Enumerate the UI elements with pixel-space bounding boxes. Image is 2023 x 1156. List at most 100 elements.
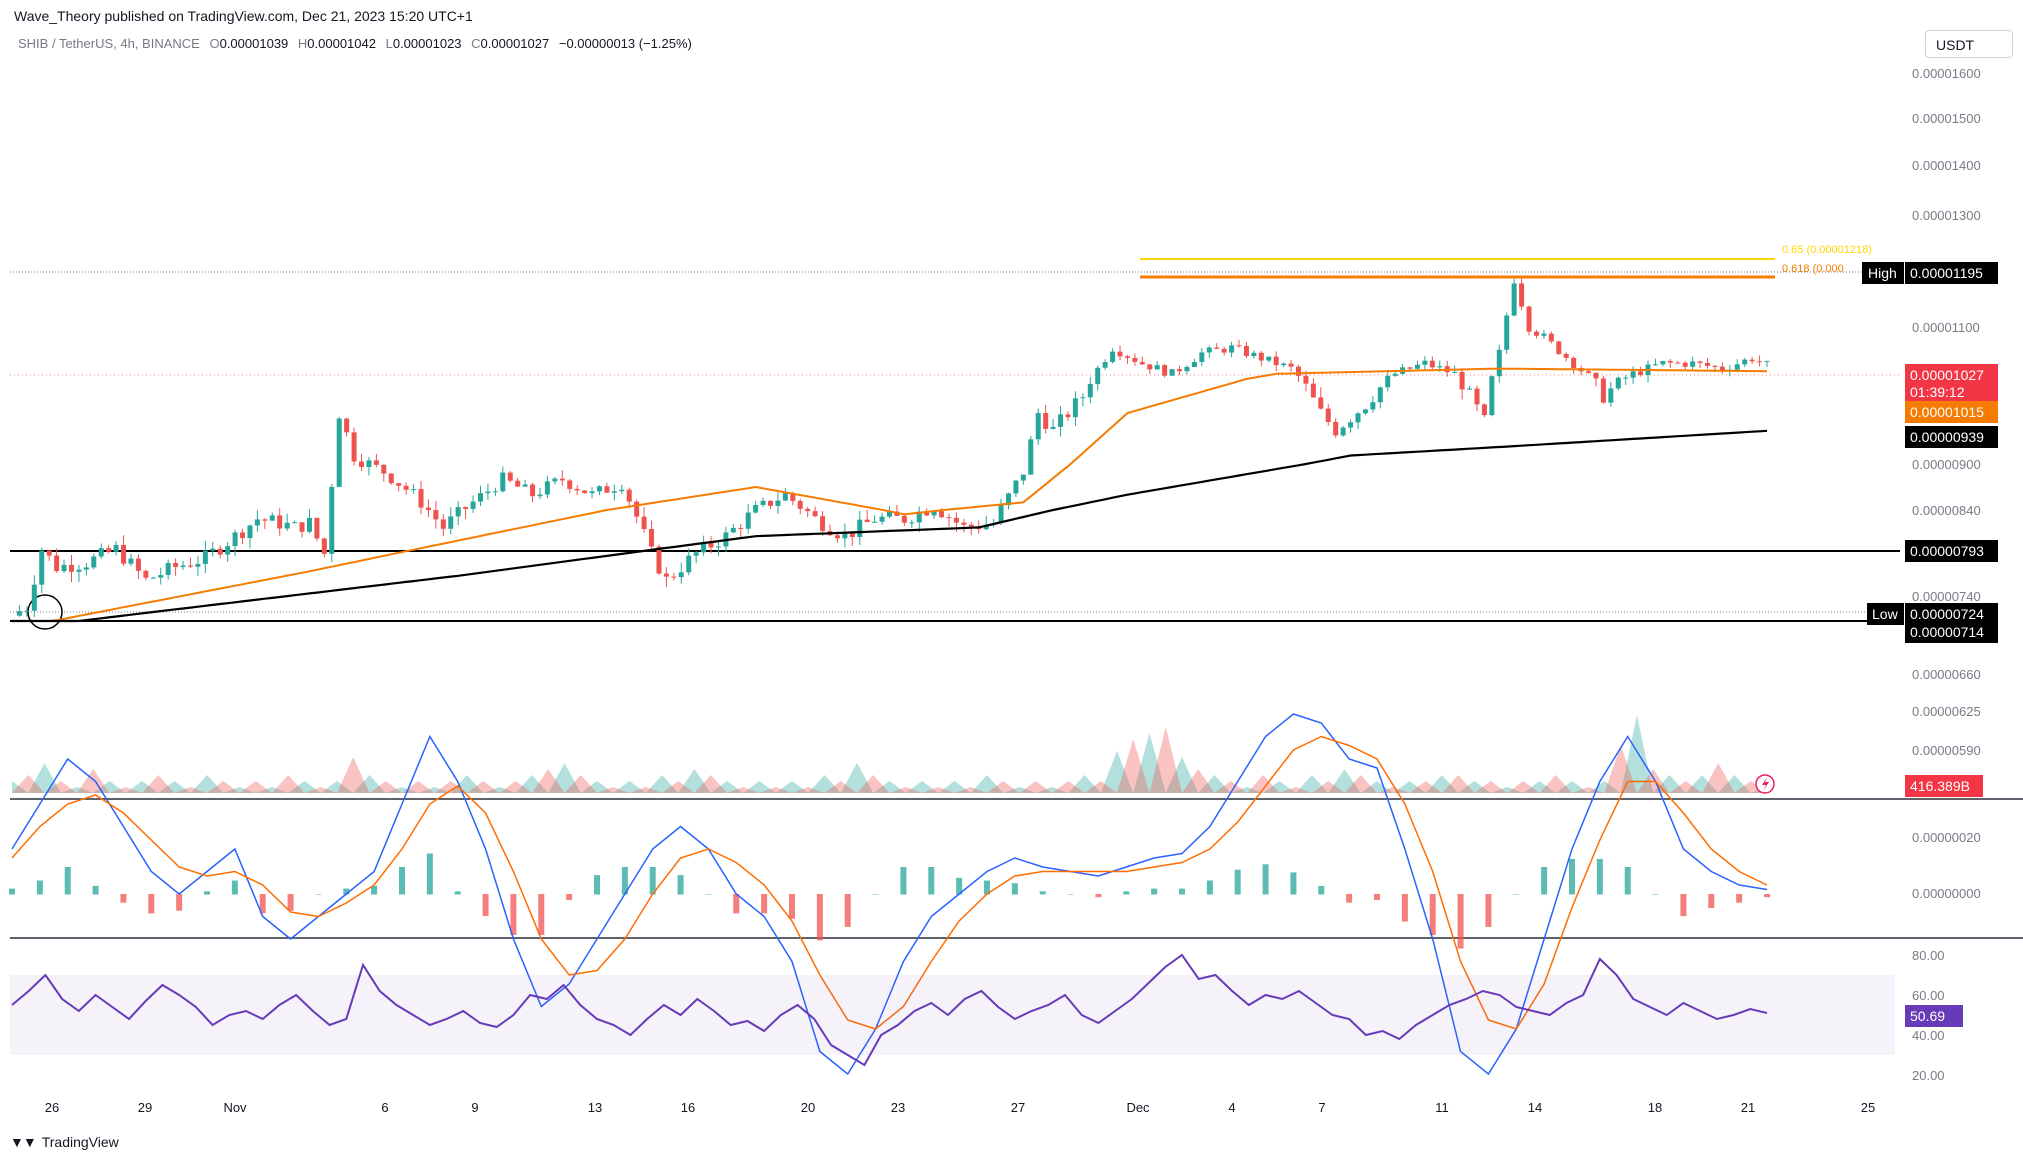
candle-body bbox=[1377, 387, 1383, 403]
candle-body bbox=[678, 572, 684, 578]
macd-histogram-bar bbox=[1039, 891, 1046, 895]
candle-body bbox=[321, 538, 327, 554]
candle-body bbox=[1333, 421, 1339, 436]
candle-body bbox=[507, 472, 513, 481]
candle-body bbox=[1318, 397, 1324, 409]
candle-body bbox=[641, 516, 647, 530]
macd-histogram-bar bbox=[1541, 867, 1548, 895]
candle-body bbox=[314, 517, 320, 539]
candle-body bbox=[1630, 371, 1636, 378]
candle-body bbox=[1392, 373, 1398, 376]
candle-body bbox=[1682, 362, 1688, 367]
rsi-y-tick: 20.00 bbox=[1912, 1068, 1945, 1083]
candle-body bbox=[931, 511, 937, 516]
candle-body bbox=[715, 546, 721, 548]
fib-65-label: 0.65 (0.00001218) bbox=[1782, 244, 1872, 256]
macd-histogram-bar bbox=[1011, 883, 1018, 895]
macd-histogram-bar bbox=[900, 867, 907, 895]
current-price-tag-bg bbox=[1905, 364, 1998, 402]
candle-body bbox=[61, 564, 67, 572]
candle-body bbox=[1273, 356, 1279, 366]
candle-body bbox=[135, 558, 141, 571]
macd-histogram-bar bbox=[733, 894, 740, 914]
x-tick-label: 27 bbox=[1011, 1100, 1025, 1115]
macd-histogram-bar bbox=[92, 885, 99, 895]
macd-histogram-bar bbox=[1318, 885, 1325, 895]
macd-histogram-bar bbox=[761, 894, 768, 914]
macd-line bbox=[11, 713, 1768, 1076]
candle-body bbox=[373, 460, 379, 465]
candle-body bbox=[46, 550, 52, 556]
candle-body bbox=[128, 558, 134, 564]
candle-body bbox=[1385, 375, 1391, 388]
y-tick-label: 0.00000840 bbox=[1912, 503, 1981, 518]
candle-body bbox=[649, 529, 655, 547]
macd-histogram-bar bbox=[956, 877, 963, 895]
currency-button[interactable]: USDT bbox=[1925, 30, 2013, 58]
candle-body bbox=[16, 611, 22, 616]
candle-body bbox=[849, 533, 855, 538]
resistance-price-tag-bg bbox=[1905, 540, 1998, 562]
candle-body bbox=[396, 483, 402, 486]
y-tick-label: 0.00000660 bbox=[1912, 667, 1981, 682]
candle-body bbox=[916, 511, 922, 523]
candle-body bbox=[515, 480, 521, 487]
candle-body bbox=[329, 486, 335, 554]
rsi-value-tag-bg bbox=[1905, 1005, 1963, 1027]
rsi-y-tick: 80.00 bbox=[1912, 948, 1945, 963]
macd-histogram-bar bbox=[984, 880, 990, 895]
x-tick-label: 18 bbox=[1648, 1100, 1662, 1115]
candle-body bbox=[1749, 359, 1755, 362]
candle-body bbox=[39, 550, 45, 585]
macd-histogram-bar bbox=[36, 880, 43, 895]
candles bbox=[16, 278, 1770, 618]
support-price-tag: 0.00000714 bbox=[1910, 624, 1984, 640]
candle-body bbox=[54, 555, 60, 572]
candle-body bbox=[834, 535, 840, 539]
candle-body bbox=[1467, 388, 1473, 390]
fib-618-label: 0.618 (0.000 bbox=[1782, 263, 1844, 275]
candle-body bbox=[202, 550, 208, 564]
macd-histogram-bar bbox=[1067, 894, 1074, 895]
candle-body bbox=[1005, 493, 1011, 506]
ohlc-values: O0.00001039 H0.00001042 L0.00001023 C0.0… bbox=[209, 36, 692, 51]
macd-y-tick: 0.00000020 bbox=[1912, 830, 1981, 845]
candle-body bbox=[1124, 356, 1130, 358]
rsi-y-tick: 60.00 bbox=[1912, 988, 1945, 1003]
candle-body bbox=[663, 573, 669, 577]
ema200-price-tag: 0.00000939 bbox=[1910, 429, 1984, 445]
symbol-legend[interactable]: SHIB / TetherUS, 4h, BINANCE O0.00001039… bbox=[18, 36, 692, 51]
candle-body bbox=[1429, 360, 1435, 368]
candle-body bbox=[1504, 315, 1510, 350]
candle-body bbox=[1519, 283, 1525, 307]
candle-body bbox=[1712, 365, 1718, 367]
candle-body bbox=[143, 570, 149, 578]
candle-body bbox=[1184, 366, 1190, 372]
candle-body bbox=[1571, 357, 1577, 369]
macd-histogram-bar bbox=[1401, 894, 1408, 922]
candle-body bbox=[1169, 369, 1175, 376]
x-tick-label: 11 bbox=[1435, 1100, 1449, 1115]
y-tick-label: 0.00000625 bbox=[1912, 704, 1981, 719]
candle-body bbox=[262, 519, 268, 521]
macd-histogram-bar bbox=[1708, 894, 1715, 908]
countdown-label: 01:39:12 bbox=[1910, 384, 1965, 400]
candle-body bbox=[1548, 333, 1554, 342]
candle-body bbox=[567, 480, 573, 489]
candle-body bbox=[1496, 349, 1502, 377]
ema50-line bbox=[12, 367, 1768, 622]
candle-body bbox=[240, 532, 246, 539]
volume-tag-bg bbox=[1905, 775, 1983, 797]
macd-histogram-bar bbox=[1346, 894, 1353, 903]
x-tick-label: 9 bbox=[471, 1100, 478, 1115]
candle-body bbox=[1303, 375, 1309, 384]
candle-body bbox=[284, 522, 290, 529]
candle-body bbox=[210, 548, 216, 551]
macd-histogram-bar bbox=[148, 894, 155, 914]
candle-body bbox=[730, 527, 736, 533]
candle-body bbox=[1742, 359, 1748, 365]
candle-body bbox=[634, 501, 640, 517]
candle-body bbox=[76, 569, 82, 572]
candle-body bbox=[98, 548, 104, 557]
